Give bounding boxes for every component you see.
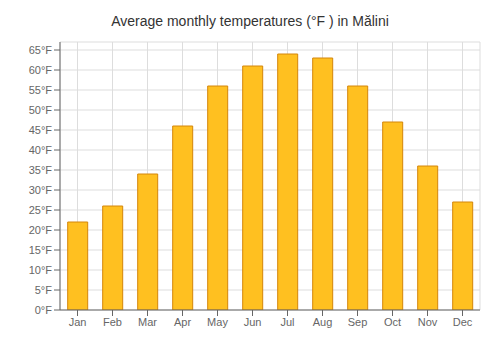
svg-text:Nov: Nov [418,316,438,328]
svg-text:Dec: Dec [453,316,473,328]
svg-text:Sep: Sep [348,316,368,328]
svg-text:30°F: 30°F [29,184,53,196]
svg-text:Mar: Mar [138,316,157,328]
svg-text:5°F: 5°F [35,284,53,296]
svg-text:Jul: Jul [280,316,294,328]
svg-text:Aug: Aug [313,316,333,328]
svg-text:Feb: Feb [103,316,122,328]
svg-text:50°F: 50°F [29,104,53,116]
svg-text:10°F: 10°F [29,264,53,276]
svg-text:15°F: 15°F [29,244,53,256]
svg-text:45°F: 45°F [29,124,53,136]
svg-text:Oct: Oct [384,316,401,328]
svg-text:65°F: 65°F [29,44,53,56]
svg-text:20°F: 20°F [29,224,53,236]
svg-text:0°F: 0°F [35,304,53,316]
svg-text:Jan: Jan [69,316,87,328]
svg-text:35°F: 35°F [29,164,53,176]
svg-text:Apr: Apr [174,316,191,328]
html-text:Average monthly temperatures (: Average monthly temperatures (°F ) in Mă… [111,13,389,29]
svg-text:May: May [207,316,228,328]
svg-text:55°F: 55°F [29,84,53,96]
svg-text:25°F: 25°F [29,204,53,216]
svg-text:60°F: 60°F [29,64,53,76]
svg-text:40°F: 40°F [29,144,53,156]
svg-text:Jun: Jun [244,316,262,328]
